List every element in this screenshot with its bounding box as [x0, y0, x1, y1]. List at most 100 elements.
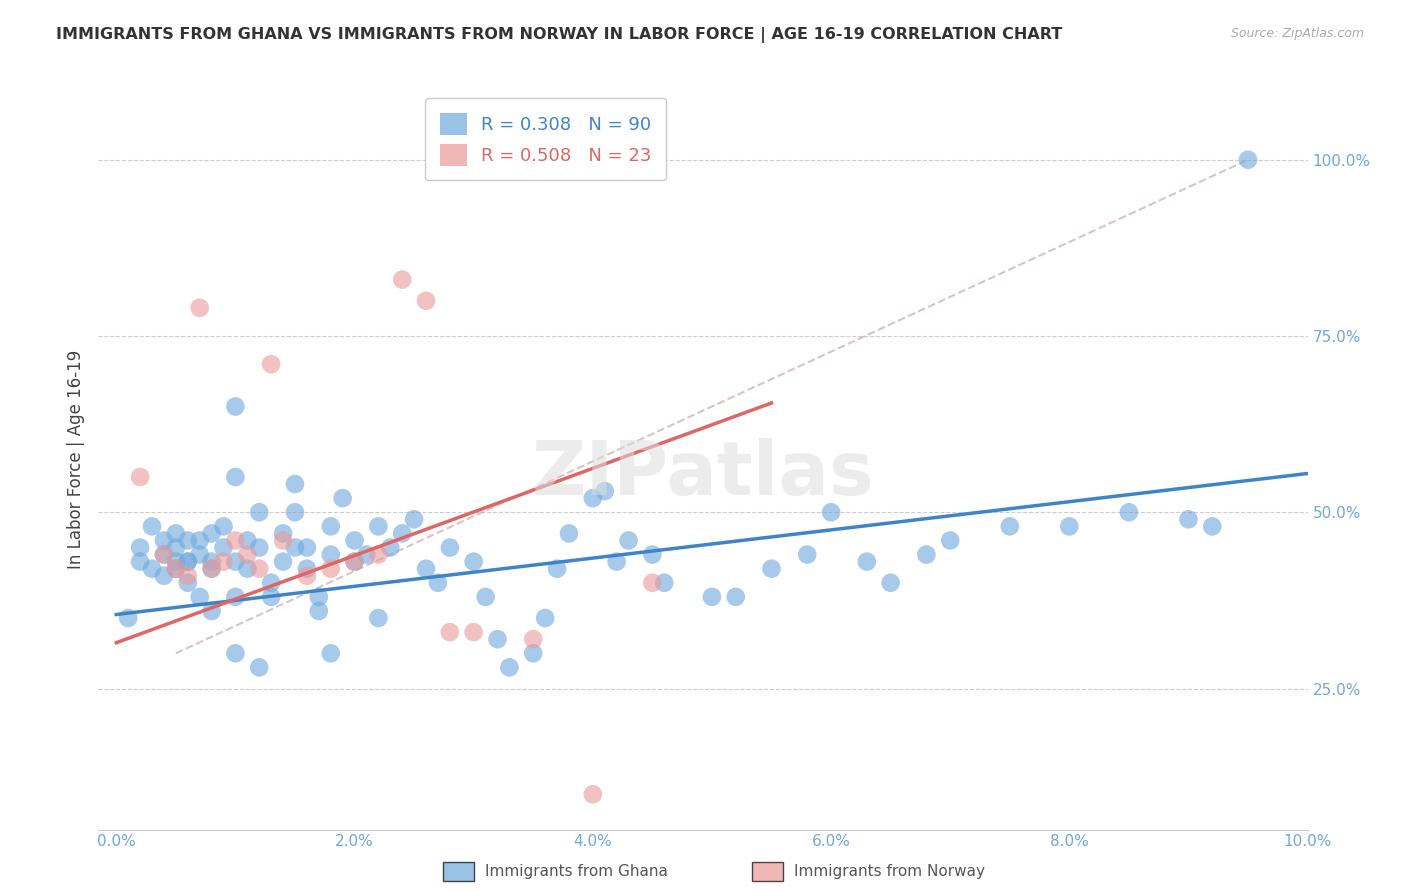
Y-axis label: In Labor Force | Age 16-19: In Labor Force | Age 16-19 — [66, 350, 84, 569]
Point — [319, 646, 342, 660]
Point — [165, 526, 187, 541]
Point — [558, 526, 581, 541]
Point — [260, 590, 283, 604]
Point — [295, 568, 318, 582]
Point — [820, 505, 842, 519]
Point — [284, 477, 307, 491]
Point — [641, 575, 664, 590]
Point — [212, 555, 235, 569]
Point — [606, 555, 628, 569]
Point — [188, 533, 211, 548]
Point — [247, 505, 270, 519]
Point — [1177, 512, 1199, 526]
Point — [463, 625, 485, 640]
Point — [1201, 519, 1223, 533]
Point — [236, 562, 259, 576]
Point — [534, 611, 557, 625]
Point — [224, 533, 246, 548]
Point — [522, 632, 544, 647]
Point — [247, 660, 270, 674]
Point — [271, 533, 294, 548]
Point — [593, 484, 616, 499]
Point — [582, 787, 605, 801]
Point — [117, 611, 139, 625]
Point — [582, 491, 605, 505]
Point — [236, 533, 259, 548]
Point — [188, 548, 211, 562]
Point — [224, 400, 246, 414]
Point — [319, 562, 342, 576]
Point — [391, 526, 413, 541]
Point — [308, 590, 330, 604]
Text: Source: ZipAtlas.com: Source: ZipAtlas.com — [1230, 27, 1364, 40]
Point — [404, 512, 426, 526]
Point — [796, 548, 818, 562]
Point — [856, 555, 879, 569]
Point — [188, 590, 211, 604]
Point — [380, 541, 402, 555]
Point — [165, 562, 187, 576]
Point — [177, 555, 200, 569]
Point — [474, 590, 496, 604]
Point — [439, 625, 461, 640]
Point — [367, 548, 389, 562]
Point — [129, 541, 152, 555]
Point — [212, 541, 235, 555]
Point — [1237, 153, 1260, 167]
Point — [212, 519, 235, 533]
Point — [463, 555, 485, 569]
Point — [652, 575, 675, 590]
Point — [308, 604, 330, 618]
Point — [724, 590, 747, 604]
Point — [188, 301, 211, 315]
Point — [415, 293, 437, 308]
Point — [165, 541, 187, 555]
Point — [439, 541, 461, 555]
Point — [224, 470, 246, 484]
Point — [129, 470, 152, 484]
Point — [177, 555, 200, 569]
Point — [165, 562, 187, 576]
Point — [1059, 519, 1081, 533]
Point — [343, 533, 366, 548]
Point — [247, 541, 270, 555]
Point — [367, 611, 389, 625]
Point — [141, 562, 163, 576]
Point — [295, 562, 318, 576]
Point — [486, 632, 509, 647]
Point — [224, 555, 246, 569]
Point — [177, 568, 200, 582]
Text: Immigrants from Norway: Immigrants from Norway — [794, 864, 986, 879]
Point — [271, 555, 294, 569]
Point — [177, 575, 200, 590]
Point — [343, 555, 366, 569]
Legend: R = 0.308   N = 90, R = 0.508   N = 23: R = 0.308 N = 90, R = 0.508 N = 23 — [426, 98, 666, 180]
Point — [617, 533, 640, 548]
Point — [200, 526, 222, 541]
Point — [295, 541, 318, 555]
Point — [415, 562, 437, 576]
Point — [200, 562, 222, 576]
Point — [356, 548, 378, 562]
Point — [153, 533, 176, 548]
Point — [391, 272, 413, 286]
Point — [271, 526, 294, 541]
Point — [641, 548, 664, 562]
Point — [165, 555, 187, 569]
Point — [700, 590, 723, 604]
Text: IMMIGRANTS FROM GHANA VS IMMIGRANTS FROM NORWAY IN LABOR FORCE | AGE 16-19 CORRE: IMMIGRANTS FROM GHANA VS IMMIGRANTS FROM… — [56, 27, 1063, 43]
Point — [998, 519, 1021, 533]
Point — [915, 548, 938, 562]
Point — [498, 660, 520, 674]
Point — [367, 519, 389, 533]
Point — [761, 562, 783, 576]
Point — [236, 548, 259, 562]
Point — [939, 533, 962, 548]
Point — [247, 562, 270, 576]
Point — [260, 357, 283, 371]
Point — [284, 541, 307, 555]
Point — [1118, 505, 1140, 519]
Point — [153, 548, 176, 562]
Point — [141, 519, 163, 533]
Point — [332, 491, 354, 505]
